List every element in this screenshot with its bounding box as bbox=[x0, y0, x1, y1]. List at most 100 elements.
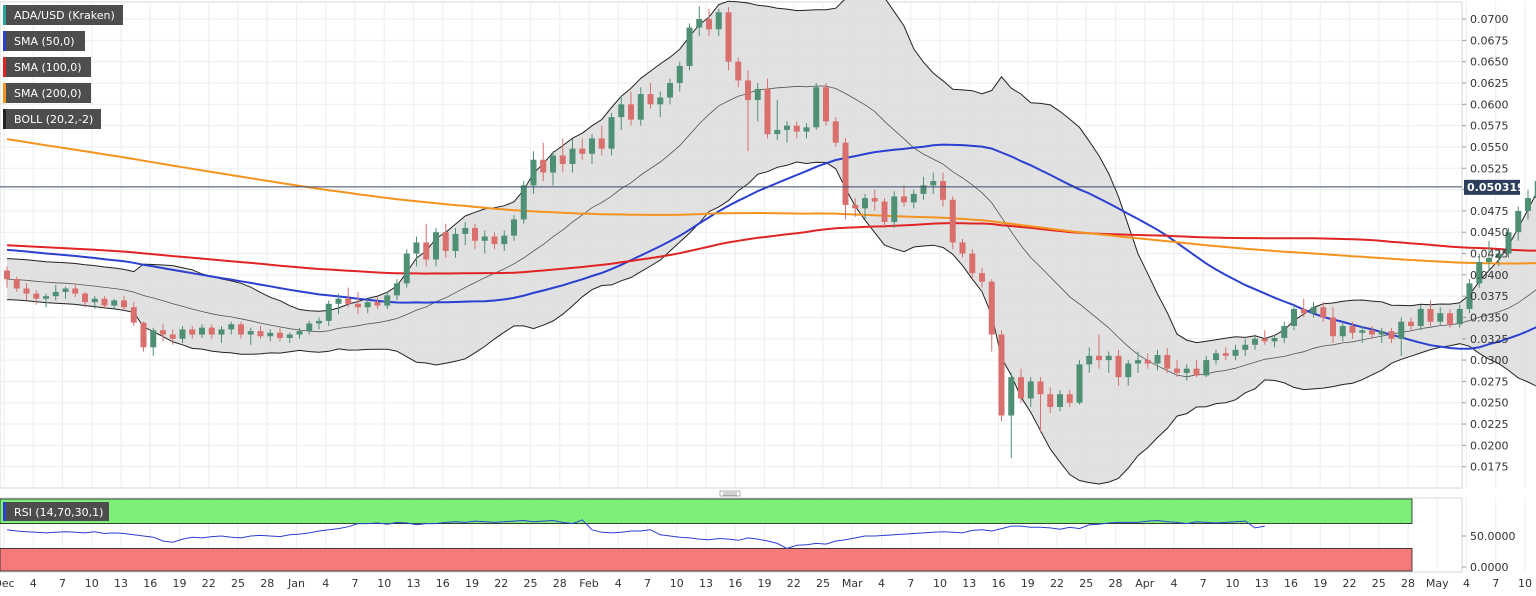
candle-down bbox=[1018, 377, 1024, 399]
candle-down bbox=[871, 198, 878, 202]
legend-sma-100-label: SMA (100,0) bbox=[14, 61, 82, 74]
time-tick-label: 22 bbox=[202, 577, 216, 590]
candle-up bbox=[784, 125, 790, 130]
time-tick-label: 22 bbox=[787, 577, 801, 590]
legend-sma-50[interactable]: SMA (50,0) bbox=[3, 31, 85, 51]
candle-up bbox=[1008, 377, 1015, 416]
candle-down bbox=[33, 293, 40, 299]
candle-down bbox=[1164, 354, 1171, 369]
price-tick-label: 0.0250 bbox=[1470, 397, 1509, 410]
candle-down bbox=[1047, 394, 1054, 407]
time-tick-label: 10 bbox=[1518, 577, 1532, 590]
candle-up bbox=[676, 65, 683, 83]
time-tick-label: 13 bbox=[1255, 577, 1269, 590]
candle-up bbox=[1359, 330, 1366, 333]
candle-down bbox=[1144, 360, 1151, 364]
candle-down bbox=[277, 332, 283, 338]
candle-up bbox=[910, 193, 917, 203]
candle-up bbox=[394, 283, 400, 296]
candle-down bbox=[647, 94, 654, 105]
rsi-tick-label: 0.0000 bbox=[1470, 561, 1509, 574]
time-tick-label: 7 bbox=[907, 577, 914, 590]
legend-sma-200[interactable]: SMA (200,0) bbox=[3, 83, 91, 103]
candle-down bbox=[735, 61, 742, 81]
rsi-legend[interactable]: RSI (14,70,30,1) bbox=[3, 502, 109, 521]
legend-symbol[interactable]: ADA/USD (Kraken) bbox=[3, 5, 123, 25]
candle-up bbox=[1057, 394, 1063, 407]
candle-up bbox=[1291, 308, 1297, 326]
time-tick-label: 4 bbox=[878, 577, 885, 590]
rsi-panel bbox=[0, 498, 1413, 572]
candle-down bbox=[4, 270, 10, 280]
candle-up bbox=[52, 291, 59, 297]
time-tick-label: 4 bbox=[322, 577, 329, 590]
candle-up bbox=[111, 300, 118, 306]
candle-down bbox=[1066, 394, 1073, 403]
current-price-marker: 0.050319 bbox=[0, 179, 1525, 195]
candle-up bbox=[1525, 198, 1531, 211]
candle-up bbox=[920, 185, 927, 194]
candle-up bbox=[511, 219, 517, 236]
candle-down bbox=[1330, 317, 1336, 337]
price-tick-label: 0.0375 bbox=[1470, 290, 1509, 303]
candle-down bbox=[842, 142, 849, 205]
price-tick-label: 0.0400 bbox=[1470, 269, 1509, 282]
time-tick-label: 10 bbox=[377, 577, 391, 590]
candle-up bbox=[364, 302, 371, 308]
time-tick-label: 25 bbox=[816, 577, 830, 590]
legend-sma-100[interactable]: SMA (100,0) bbox=[3, 57, 91, 77]
candle-down bbox=[13, 279, 20, 289]
candle-down bbox=[1261, 338, 1268, 342]
candle-up bbox=[1135, 360, 1141, 364]
candle-down bbox=[1320, 307, 1327, 318]
panel-resize-handle[interactable] bbox=[719, 490, 741, 497]
price-tick-label: 0.0325 bbox=[1470, 333, 1509, 346]
candle-down bbox=[959, 242, 966, 254]
current-price-label: 0.050319 bbox=[1467, 181, 1525, 194]
candle-down bbox=[988, 281, 995, 335]
candle-down bbox=[72, 288, 79, 294]
candle-down bbox=[238, 324, 244, 335]
sma-50-line bbox=[6, 143, 1536, 350]
candle-up bbox=[403, 253, 410, 284]
candle-up bbox=[1417, 308, 1424, 326]
candle-up bbox=[891, 196, 898, 222]
candle-up bbox=[335, 298, 342, 304]
candle-down bbox=[355, 303, 361, 308]
time-tick-label: 7 bbox=[1492, 577, 1499, 590]
time-tick-label: 16 bbox=[436, 577, 450, 590]
candle-down bbox=[1408, 321, 1414, 326]
time-tick-label: 16 bbox=[992, 577, 1006, 590]
candle-up bbox=[520, 185, 527, 220]
candle-down bbox=[1193, 368, 1200, 376]
candle-down bbox=[949, 199, 956, 243]
candle-down bbox=[940, 181, 946, 200]
candle-down bbox=[1388, 331, 1395, 339]
candle-down bbox=[1427, 308, 1434, 322]
candle-up bbox=[228, 324, 235, 330]
candle-up bbox=[1027, 381, 1034, 399]
candle-up bbox=[62, 288, 69, 292]
legend-boll[interactable]: BOLL (20,2,-2) bbox=[3, 109, 101, 129]
candle-up bbox=[91, 298, 98, 303]
candle-up bbox=[1456, 308, 1463, 325]
candle-up bbox=[1378, 331, 1385, 335]
candle-down bbox=[101, 298, 108, 306]
candle-up bbox=[1086, 355, 1093, 365]
candle-down bbox=[1300, 308, 1307, 314]
candle-down bbox=[979, 273, 985, 282]
candle-up bbox=[452, 233, 459, 251]
time-tick-label: 22 bbox=[1343, 577, 1357, 590]
candles bbox=[4, 6, 1536, 459]
time-tick-label: 13 bbox=[699, 577, 713, 590]
price-tick-label: 0.0425 bbox=[1470, 248, 1509, 261]
candle-up bbox=[1252, 338, 1258, 345]
candle-up bbox=[1183, 368, 1190, 373]
price-tick-label: 0.0625 bbox=[1470, 77, 1509, 90]
candle-up bbox=[501, 235, 508, 245]
price-tick-label: 0.0600 bbox=[1470, 98, 1509, 111]
time-tick-label: 25 bbox=[231, 577, 245, 590]
candle-down bbox=[881, 201, 888, 222]
time-tick-label: Dec bbox=[0, 577, 15, 590]
legend-sma-200-label: SMA (200,0) bbox=[14, 87, 82, 100]
